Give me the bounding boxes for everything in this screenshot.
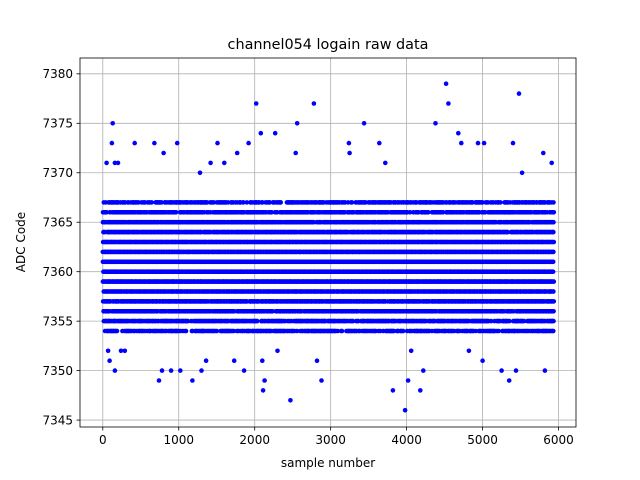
data-point: [400, 328, 406, 334]
data-point: [114, 328, 120, 334]
data-point: [551, 289, 556, 294]
data-point: [294, 328, 300, 334]
data-point: [551, 249, 556, 255]
data-point: [254, 318, 260, 324]
data-point: [551, 299, 557, 304]
data-point: [335, 328, 340, 334]
data-point: [550, 269, 556, 275]
data-point: [551, 279, 557, 284]
data-point: [339, 328, 345, 334]
data-point: [231, 328, 237, 334]
data-point: [183, 328, 189, 334]
data-point: [214, 328, 220, 334]
data-point: [350, 318, 356, 324]
data-point: [496, 328, 501, 334]
data-point: [550, 259, 556, 265]
data-point: [551, 328, 556, 334]
data-point: [473, 328, 478, 334]
data-point: [185, 318, 191, 324]
data-points: [100, 81, 557, 413]
data-point: [551, 239, 557, 245]
data-point: [551, 309, 556, 314]
data-point: [551, 318, 556, 324]
